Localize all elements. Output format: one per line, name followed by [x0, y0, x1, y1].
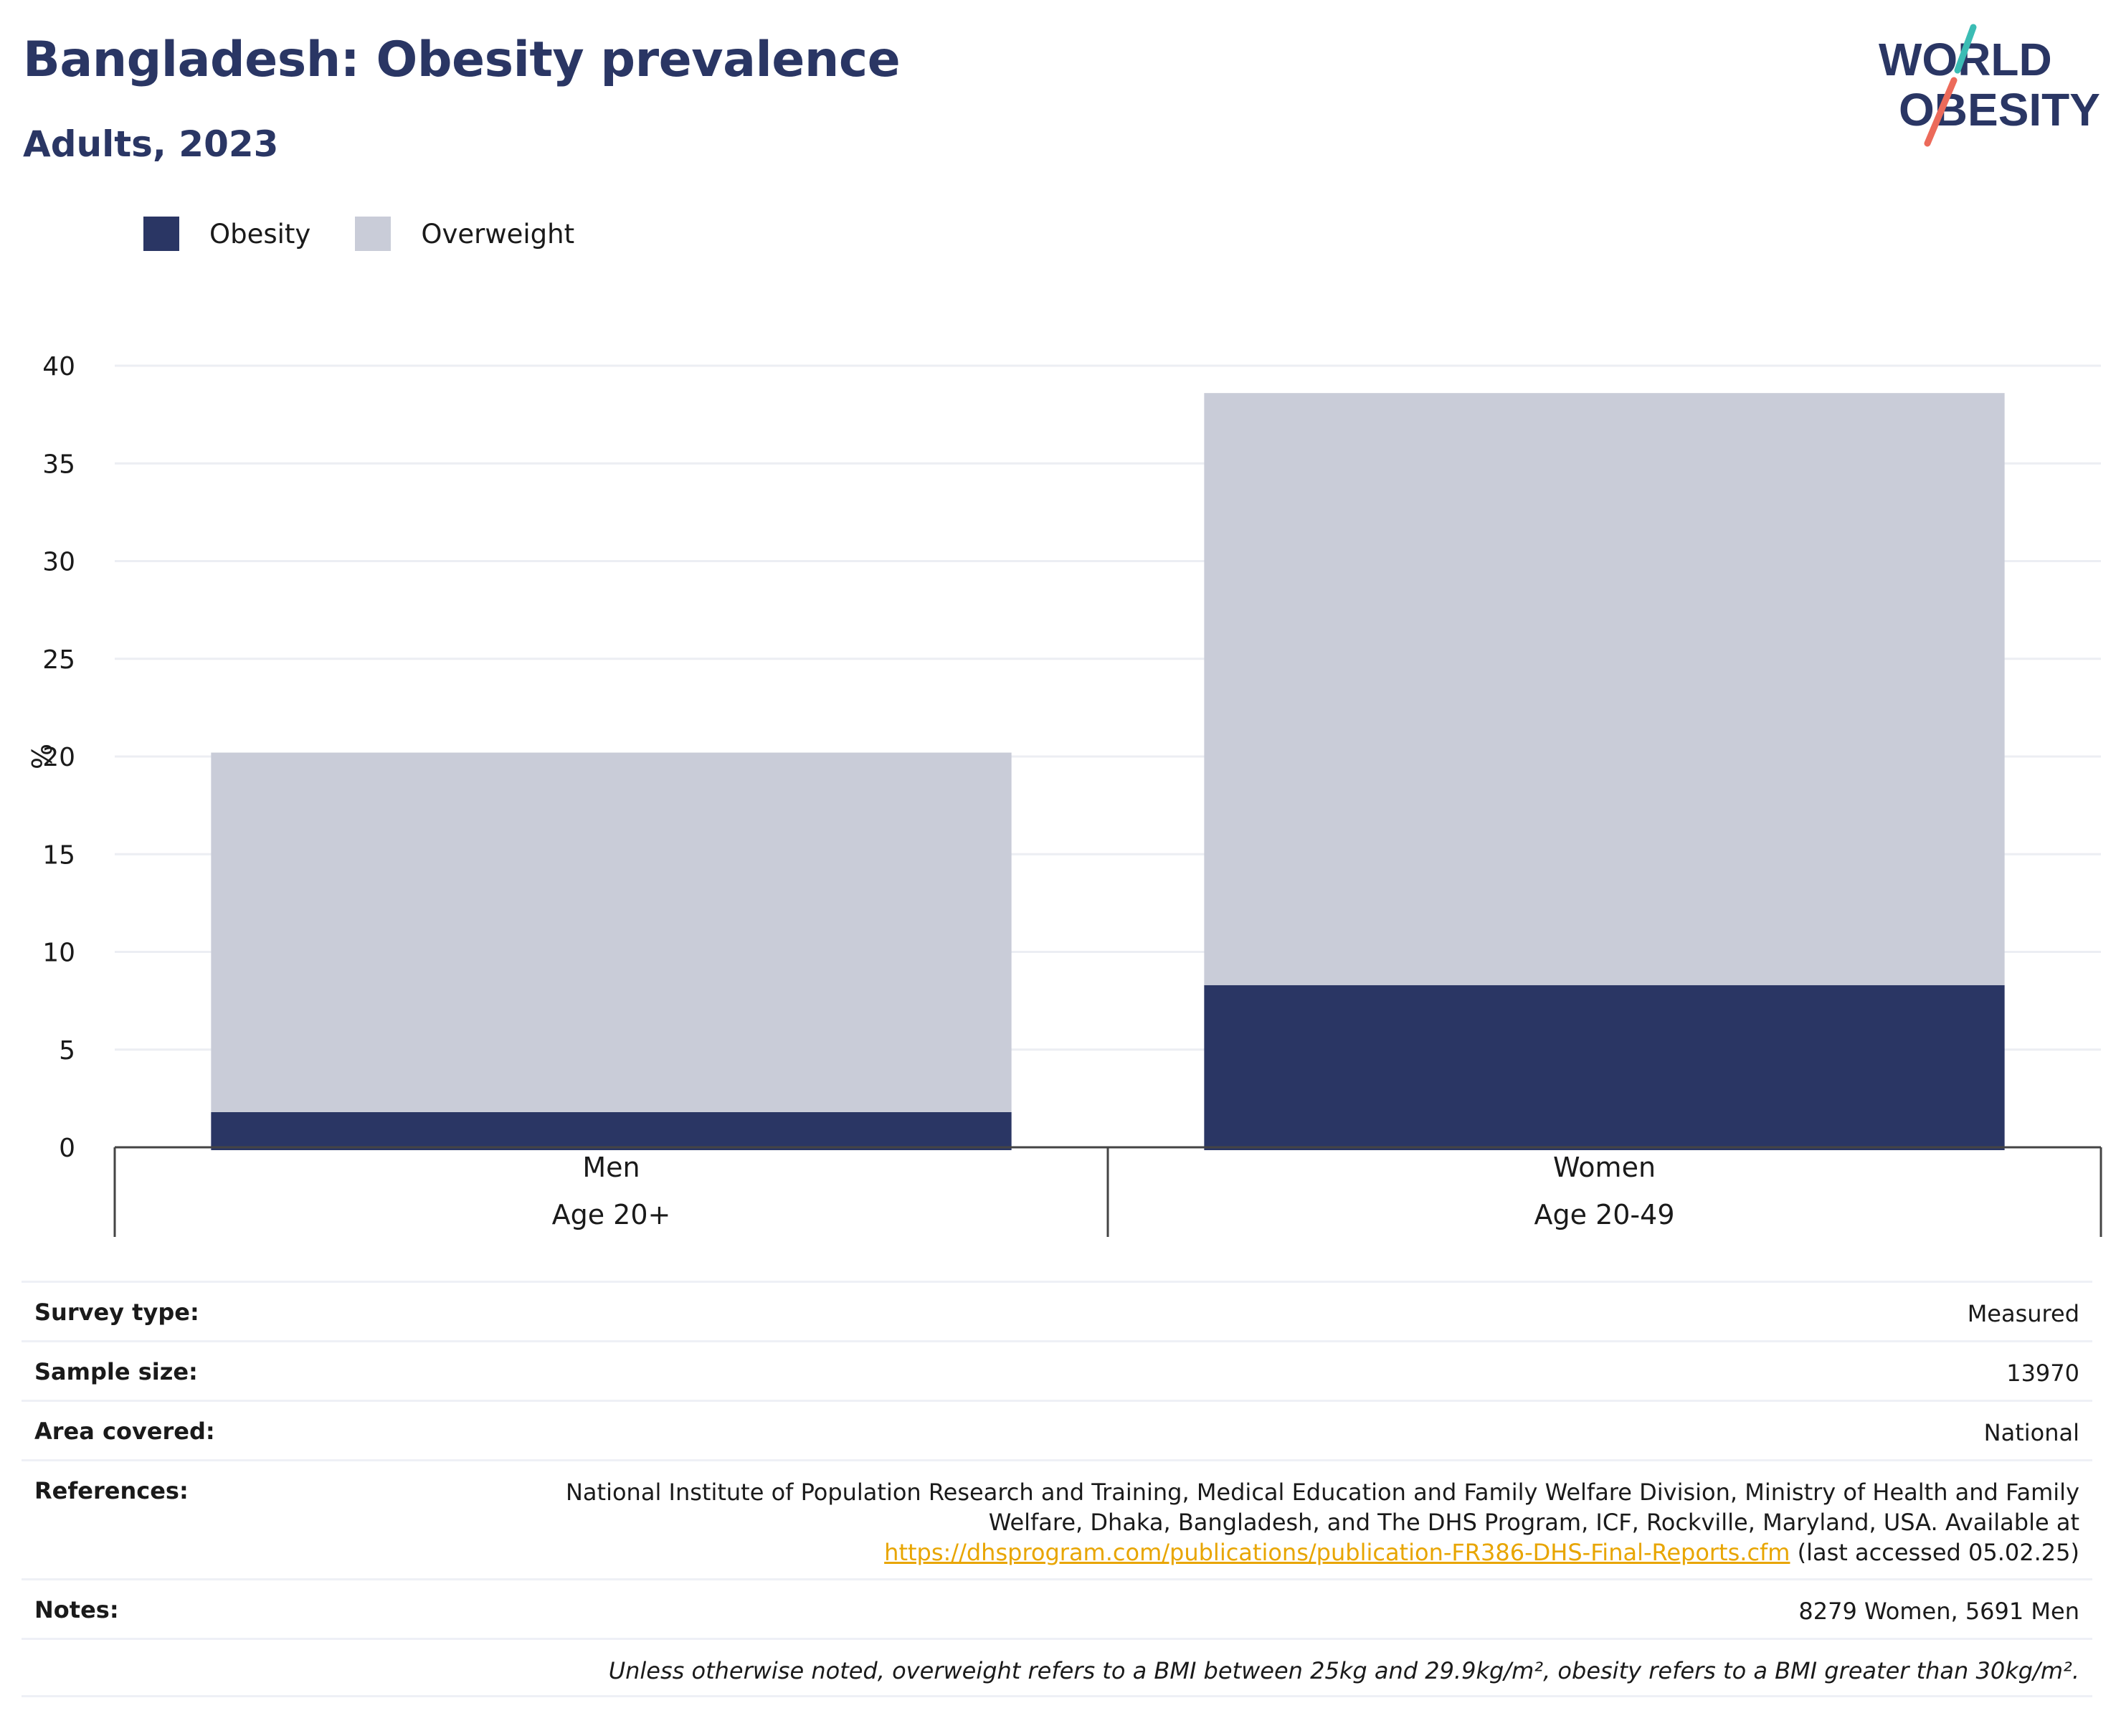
info-row-sample-size: Sample size: 13970	[22, 1340, 2092, 1400]
sample-size-label: Sample size:	[34, 1358, 198, 1385]
references-line-3: https://dhsprogram.com/publications/publ…	[566, 1537, 2079, 1567]
notes-value: 8279 Women, 5691 Men	[1798, 1598, 2079, 1625]
logo-word-obesity: OBESITY	[1899, 84, 2100, 136]
y-tick-label-30: 30	[42, 548, 75, 577]
chart-subtitle: Adults, 2023	[23, 123, 279, 165]
info-row-footnote: Unless otherwise noted, overweight refer…	[22, 1638, 2092, 1697]
logo-slash-coral	[1924, 77, 1958, 147]
bar-women-overweight[interactable]	[1204, 393, 2005, 985]
y-tick-label-10: 10	[42, 939, 75, 968]
bar-men-obesity[interactable]	[211, 1111, 1012, 1150]
legend-swatch-overweight	[355, 217, 392, 251]
bmi-definition-footnote: Unless otherwise noted, overweight refer…	[608, 1657, 2079, 1684]
survey-type-label: Survey type:	[34, 1299, 199, 1326]
references-value: National Institute of Population Researc…	[566, 1477, 2079, 1567]
axis-labels: 0 5 10 15 20 25 30 35 40% Men Age 20+ Women Age 20-4…	[27, 352, 1675, 1230]
x-category-label-women: Women	[1553, 1152, 1656, 1183]
references-accessed-note: (last accessed 05.02.25)	[1797, 1539, 2079, 1566]
y-tick-label-40: 40	[42, 352, 75, 381]
y-tick-label-0: 0	[59, 1134, 75, 1163]
legend-label-obesity: Obesity	[209, 218, 311, 250]
area-covered-value: National	[1983, 1419, 2079, 1446]
logo-slash-teal	[1954, 24, 1977, 74]
references-line-2: Welfare, Dhaka, Bangladesh, and The DHS …	[988, 1509, 2079, 1536]
bars	[211, 393, 2005, 1150]
references-link[interactable]: https://dhsprogram.com/publications/publ…	[884, 1539, 1790, 1566]
area-covered-label: Area covered:	[34, 1418, 215, 1445]
bar-chart: 0 5 10 15 20 25 30 35 40% Men Age 20+ Women Age 20-4…	[27, 352, 2102, 1237]
x-subcategory-label-1: Age 20-49	[1534, 1199, 1675, 1230]
sample-size-value: 13970	[2006, 1360, 2079, 1387]
x-category-label-men: Men	[582, 1152, 640, 1183]
info-row-area-covered: Area covered: National	[22, 1400, 2092, 1459]
info-row-survey-type: Survey type: Measured	[22, 1281, 2092, 1340]
info-row-notes: Notes: 8279 Women, 5691 Men	[22, 1578, 2092, 1638]
world-obesity-logo: WORLD OBESITY	[1879, 24, 2100, 147]
legend-swatch-obesity	[143, 217, 179, 251]
y-tick-label-20: 20	[42, 743, 75, 772]
bar-women-obesity[interactable]	[1204, 985, 2005, 1150]
bar-men-overweight[interactable]	[211, 752, 1012, 1112]
references-label: References:	[34, 1477, 189, 1504]
axes	[113, 1146, 2102, 1237]
info-row-references: References: National Institute of Popula…	[22, 1459, 2092, 1578]
y-tick-label-5: 5	[59, 1036, 75, 1066]
legend-label-overweight: Overweight	[421, 218, 575, 250]
y-tick-label-25: 25	[42, 645, 75, 675]
legend-item-overweight[interactable]: Overweight	[355, 217, 574, 251]
y-tick-label-35: 35	[42, 450, 75, 479]
chart-legend: Obesity Overweight	[143, 214, 619, 254]
notes-label: Notes:	[34, 1596, 119, 1623]
y-axis-title: %	[27, 744, 58, 769]
y-tick-label-15: 15	[42, 840, 75, 870]
survey-type-value: Measured	[1967, 1300, 2079, 1327]
references-line-1: National Institute of Population Researc…	[565, 1479, 2079, 1506]
legend-item-obesity[interactable]: Obesity	[143, 217, 310, 251]
x-subcategory-label-0: Age 20+	[552, 1199, 671, 1230]
survey-info-table: Survey type: Measured Sample size: 13970…	[22, 1281, 2092, 1697]
chart-title: Bangladesh: Obesity prevalence	[23, 32, 901, 88]
